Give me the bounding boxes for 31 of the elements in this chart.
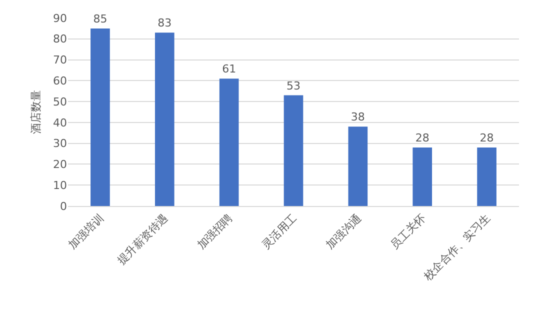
- y-tick-label: 40: [53, 116, 67, 130]
- y-tick-label: 50: [53, 95, 67, 108]
- data-label: 38: [350, 110, 365, 124]
- data-label: 53: [286, 79, 300, 92]
- bar: [90, 28, 110, 206]
- bar: [154, 32, 174, 206]
- x-tick-label: 加强沟通: [324, 212, 364, 252]
- x-tick-label: 加强培训: [66, 212, 106, 252]
- bar: [348, 126, 368, 206]
- y-tick-label: 30: [53, 137, 67, 150]
- bar: [219, 78, 239, 206]
- y-tick-label: 10: [53, 178, 67, 192]
- bar: [284, 95, 304, 206]
- data-label: 28: [415, 132, 430, 145]
- data-label: 85: [93, 12, 108, 26]
- x-tick-label: 员工关怀: [388, 212, 428, 252]
- y-tick-label: 80: [53, 32, 67, 46]
- bar: [477, 148, 496, 206]
- x-tick-label: 提升薪资待遇: [114, 212, 171, 268]
- bar: [412, 148, 432, 206]
- x-tick-label: 灵活用工: [259, 212, 300, 252]
- y-tick-label: 60: [53, 74, 67, 88]
- y-axis-title: 酒店数量: [30, 90, 43, 134]
- data-label: 28: [480, 132, 494, 145]
- y-tick-label: 0: [60, 200, 67, 213]
- y-tick-label: 90: [53, 12, 67, 25]
- data-label: 83: [158, 16, 172, 30]
- x-tick-label: 加强招聘: [194, 212, 236, 252]
- y-tick-label: 20: [53, 158, 67, 172]
- data-label: 61: [222, 62, 236, 76]
- y-tick-label: 70: [53, 54, 67, 67]
